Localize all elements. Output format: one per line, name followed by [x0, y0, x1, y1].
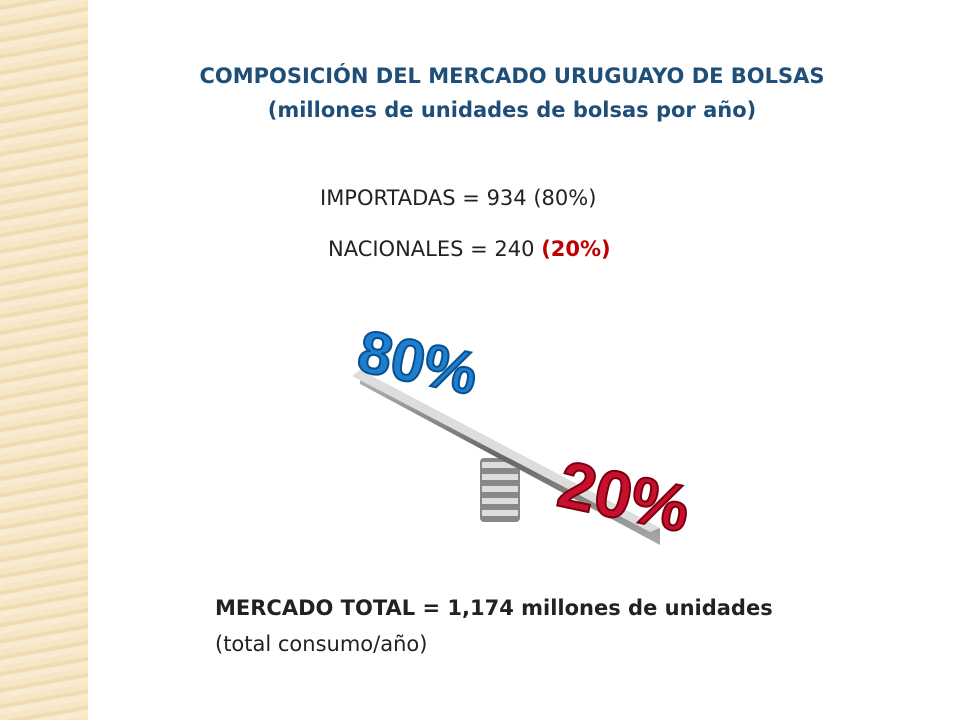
title-line: COMPOSICIÓN DEL MERCADO URUGUAYO DE BOLS… [199, 64, 825, 88]
stat-label: NACIONALES = 240 [328, 237, 535, 261]
stat-share: (20%) [541, 237, 611, 261]
stat-line: NACIONALES = 240 (20%) [328, 237, 611, 261]
title-line: (millones de unidades de bolsas por año) [267, 98, 757, 122]
plank-top [352, 370, 660, 532]
spring [480, 458, 520, 522]
total-line: MERCADO TOTAL = 1,174 millones de unidad… [215, 596, 773, 620]
stat-line: IMPORTADAS = 934 (80%) [320, 186, 596, 210]
high-label: 80% [352, 317, 483, 408]
stat-label: IMPORTADAS = 934 [320, 186, 527, 210]
seesaw-illustration: 80% 20% [351, 316, 697, 547]
total-note: (total consumo/año) [215, 632, 428, 656]
stat-share: (80%) [533, 186, 597, 210]
decorative-strip [0, 0, 88, 720]
low-label: 20% [552, 446, 697, 546]
